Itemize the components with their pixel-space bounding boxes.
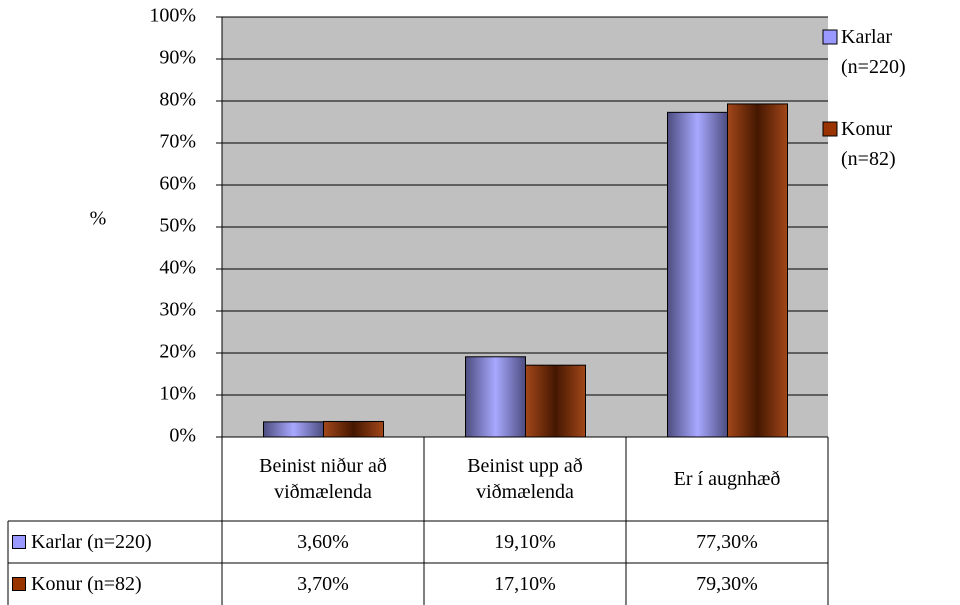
y-tick-label: 90% [159, 47, 196, 69]
table-row-label: Konur (n=82) [8, 563, 222, 605]
legend-key [12, 577, 26, 591]
legend-label: Karlar (n=220) [841, 26, 906, 78]
table-value: 19,10% [494, 531, 556, 553]
y-tick-label: 60% [159, 173, 196, 195]
y-tick-label: 20% [159, 341, 196, 363]
y-tick-label: 80% [159, 89, 196, 111]
table-value: 17,10% [494, 573, 556, 595]
table-value: 3,70% [297, 573, 349, 595]
bar [727, 103, 788, 438]
category-label: Er í augnhæð [673, 468, 781, 490]
series-name: Karlar (n=220) [31, 531, 152, 553]
legend-key [822, 29, 838, 45]
y-tick-label: 10% [159, 383, 196, 405]
legend-label: Konur (n=82) [841, 118, 896, 170]
y-axis-label: % [90, 208, 107, 230]
y-tick-label: 40% [159, 257, 196, 279]
y-tick-label: 0% [169, 425, 196, 447]
bar [525, 364, 586, 438]
table-value: 79,30% [696, 573, 758, 595]
table-value: 77,30% [696, 531, 758, 553]
y-tick-label: 100% [149, 5, 196, 27]
bar [465, 356, 526, 438]
series-name: Konur (n=82) [31, 573, 142, 595]
y-tick-label: 30% [159, 299, 196, 321]
legend-key [822, 121, 838, 137]
y-tick-label: 50% [159, 215, 196, 237]
bar [323, 420, 384, 438]
legend-key [12, 535, 26, 549]
bar [263, 421, 324, 438]
table-row-label: Karlar (n=220) [8, 521, 222, 563]
category-label: Beinist niður að viðmælenda [259, 455, 387, 503]
y-tick-label: 70% [159, 131, 196, 153]
bar [667, 111, 728, 438]
category-label: Beinist upp að viðmælenda [467, 455, 583, 503]
table-value: 3,60% [297, 531, 349, 553]
